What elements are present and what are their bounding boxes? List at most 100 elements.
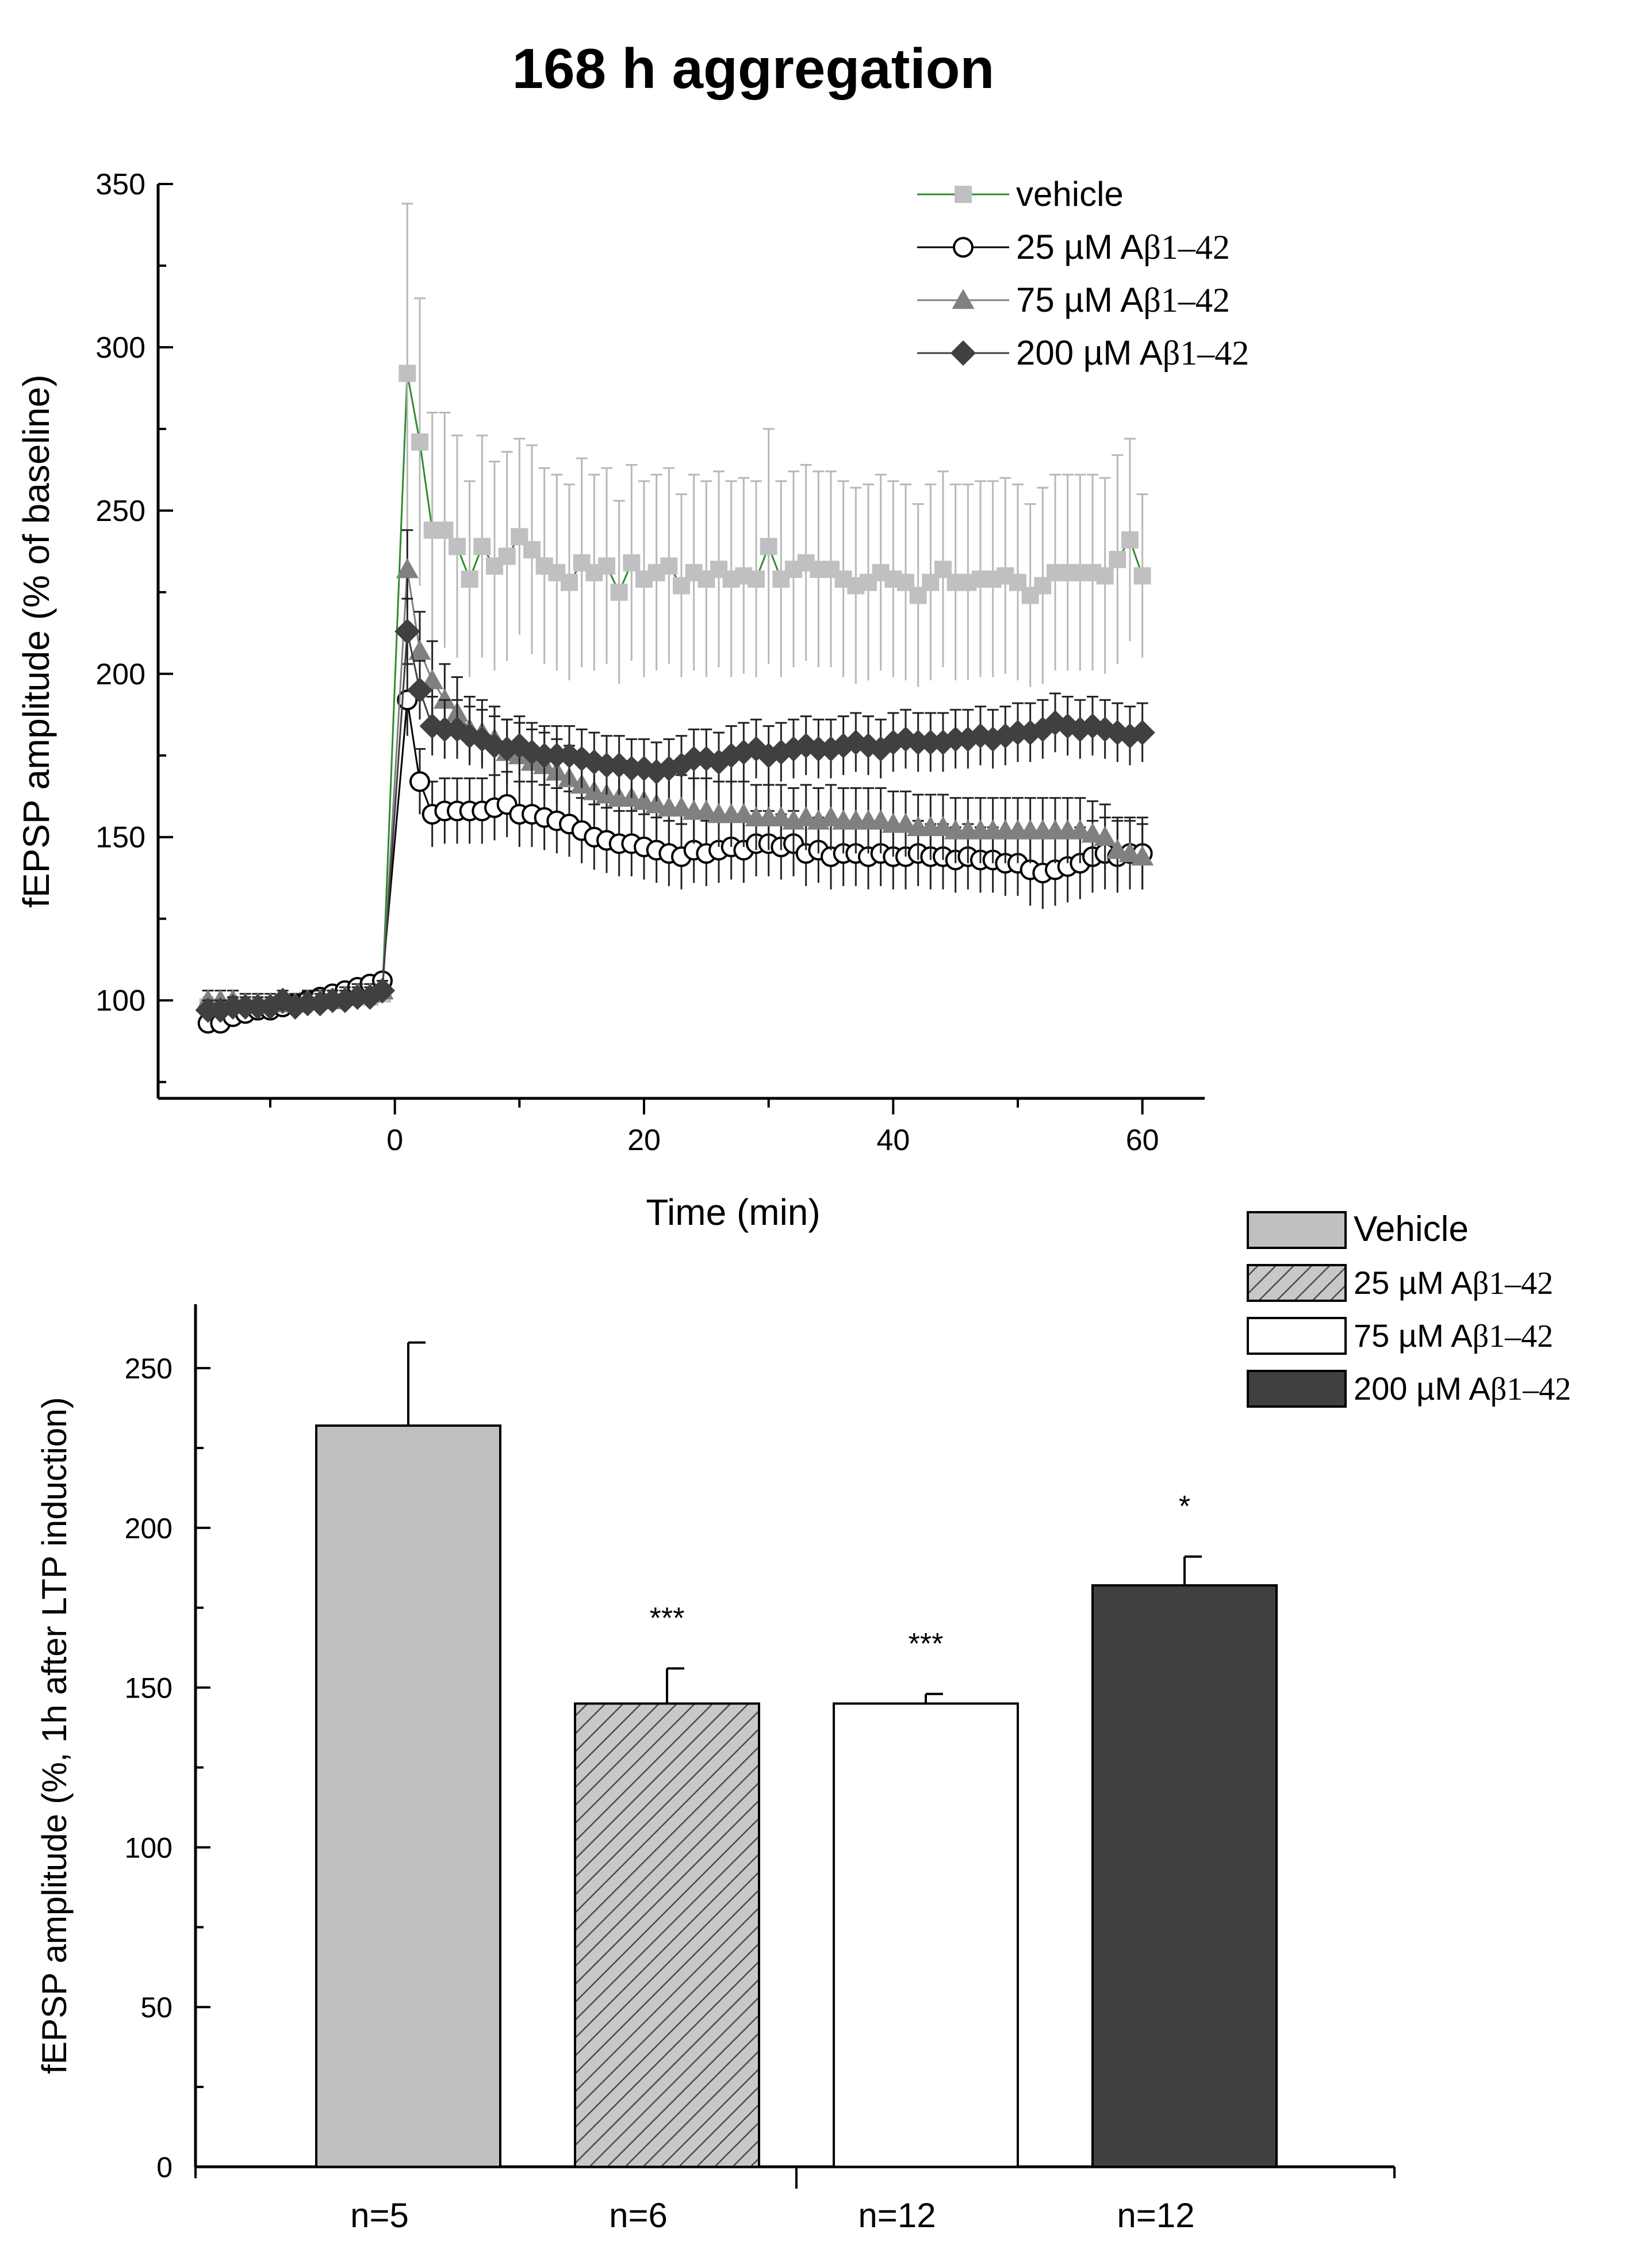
data-point — [1121, 531, 1139, 549]
legend-marker — [955, 186, 972, 203]
data-point — [718, 742, 744, 768]
data-point — [507, 733, 532, 758]
data-point — [795, 806, 818, 826]
legend-swatch — [1247, 1370, 1347, 1408]
legend-label: Vehicle — [1354, 1209, 1469, 1249]
data-point — [631, 756, 657, 781]
data-point — [980, 726, 1006, 752]
data-point — [1133, 567, 1151, 585]
data-point — [494, 736, 520, 762]
y-tick-label: 200 — [95, 658, 145, 691]
data-point — [623, 554, 641, 572]
data-point — [818, 736, 844, 762]
data-point — [394, 618, 420, 645]
data-point — [668, 752, 695, 778]
data-point — [670, 796, 693, 817]
y-tick-label: 0 — [156, 2151, 173, 2183]
data-point — [332, 987, 358, 1013]
data-point — [436, 521, 454, 539]
data-point — [1118, 842, 1141, 863]
x-tick-label: 40 — [876, 1124, 910, 1157]
legend-marker — [953, 237, 974, 258]
x-category-label: n=5 — [350, 2196, 409, 2235]
x-category-label: n=12 — [1117, 2196, 1194, 2235]
data-point — [282, 994, 308, 1020]
data-point — [932, 816, 955, 836]
legend-label: 75 µM Aβ1–42 — [1016, 281, 1230, 319]
series-line — [208, 631, 1143, 1012]
y-tick-label: 150 — [125, 1672, 173, 1704]
significance-label: * — [1179, 1490, 1190, 1523]
data-point — [1129, 719, 1155, 746]
data-point — [1081, 822, 1104, 843]
legend-label: 200 µM Aβ1–42 — [1354, 1370, 1571, 1407]
data-point — [748, 570, 765, 588]
data-point — [760, 538, 777, 555]
y-tick-label: 300 — [95, 331, 145, 365]
legend-swatch — [1247, 1264, 1347, 1302]
data-point — [461, 570, 478, 588]
data-point — [523, 541, 541, 558]
y-tick-label: 250 — [95, 495, 145, 528]
data-point — [1106, 838, 1129, 859]
data-point — [869, 809, 892, 830]
bar-chart: 0 50 100 150 200 250 fEPSP amplitude (%, 1h af… — [35, 1209, 1571, 2235]
data-point — [270, 987, 296, 1013]
data-point — [409, 771, 430, 792]
data-point — [1094, 826, 1117, 846]
bar — [1091, 1584, 1278, 2168]
data-point — [1109, 551, 1126, 569]
data-point — [398, 365, 416, 382]
data-point — [473, 538, 491, 555]
data-point — [408, 639, 431, 660]
data-point — [556, 742, 583, 768]
x-tick-label: 60 — [1126, 1124, 1159, 1157]
y-axis-title: fEPSP amplitude (% of baseline) — [16, 374, 57, 907]
y-tick-label: 150 — [95, 821, 145, 855]
bar — [315, 1424, 501, 2168]
data-point — [498, 547, 516, 565]
y-tick-label: 50 — [140, 1991, 173, 2024]
data-point — [868, 736, 894, 762]
y-tick-label: 200 — [125, 1512, 173, 1545]
bar — [833, 1702, 1019, 2168]
series-3 — [195, 597, 1155, 1023]
data-point — [1079, 713, 1106, 739]
x-category-label: n=6 — [609, 2196, 668, 2235]
data-point — [819, 806, 842, 826]
data-point — [892, 726, 919, 752]
legend-label: 75 µM Aβ1–42 — [1354, 1317, 1553, 1354]
legend-swatch — [1247, 1317, 1347, 1355]
data-point — [894, 813, 917, 833]
x-tick-label: 0 — [386, 1124, 403, 1157]
data-point — [1055, 713, 1080, 739]
legend-label: 25 µM Aβ1–42 — [1016, 228, 1230, 266]
series-line — [208, 569, 1143, 1005]
y-tick-label: 100 — [95, 984, 145, 1018]
series-1 — [197, 663, 1153, 1034]
data-point — [756, 742, 781, 768]
data-point — [769, 806, 792, 826]
data-point — [598, 557, 615, 575]
data-point — [257, 994, 283, 1020]
x-axis-title: Time (min) — [646, 1192, 820, 1233]
data-point — [411, 433, 428, 451]
data-point — [633, 790, 656, 810]
bar — [574, 1702, 760, 2168]
data-point — [706, 749, 732, 775]
data-point — [930, 729, 956, 756]
data-point — [645, 793, 668, 814]
series-line — [208, 373, 1144, 1012]
data-point — [643, 759, 669, 785]
data-point — [1131, 845, 1154, 866]
data-point — [369, 978, 396, 1003]
series-0 — [199, 202, 1151, 1020]
legend-label: vehicle — [1016, 175, 1124, 213]
data-point — [1042, 710, 1068, 736]
legend-marker — [950, 340, 976, 366]
data-point — [561, 573, 578, 591]
legend-marker — [952, 289, 975, 309]
x-tick-label: 20 — [627, 1124, 661, 1157]
data-point — [732, 803, 755, 823]
